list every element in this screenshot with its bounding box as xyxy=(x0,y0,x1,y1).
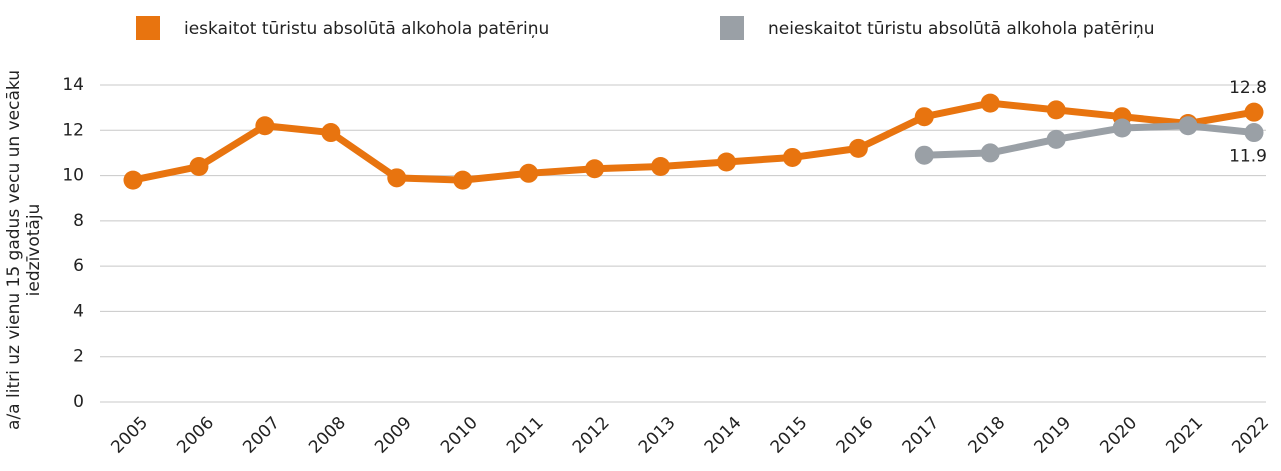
x-tick-label: 2018 xyxy=(965,413,1010,458)
y-tick-label: 2 xyxy=(73,347,84,367)
data-point xyxy=(1244,102,1264,122)
x-tick-label: 2021 xyxy=(1162,413,1207,458)
x-tick-label: 2016 xyxy=(833,413,878,458)
y-axis-label-group: a/a litri uz vienu 15 gadus vecu un vecā… xyxy=(4,70,44,430)
x-tick-label: 2011 xyxy=(503,413,548,458)
series-line xyxy=(132,99,1255,184)
x-tick-label: 2014 xyxy=(701,413,746,458)
x-tick-label: 2012 xyxy=(569,413,614,458)
series-line xyxy=(924,122,1255,159)
legend-label: neieskaitot tūristu absolūtā alkohola pa… xyxy=(768,19,1155,39)
y-tick-label: 4 xyxy=(73,301,84,321)
data-point xyxy=(387,168,407,188)
data-point xyxy=(848,138,868,158)
x-tick-label: 2006 xyxy=(173,413,218,458)
x-tick-label: 2010 xyxy=(437,413,482,458)
legend-swatch xyxy=(136,16,160,40)
x-tick-label: 2022 xyxy=(1228,413,1273,458)
y-axis-label: a/a litri uz vienu 15 gadus vecu un vecā… xyxy=(4,70,24,430)
data-label: 12.8 xyxy=(1229,78,1267,98)
y-axis-label: iedzīvotāju xyxy=(24,204,44,297)
data-point xyxy=(1046,129,1066,149)
data-point xyxy=(585,159,605,179)
data-point xyxy=(519,163,539,183)
data-point xyxy=(980,143,1000,163)
x-tick-label: 2008 xyxy=(305,413,350,458)
data-point xyxy=(980,93,1000,113)
data-point xyxy=(651,157,671,177)
data-point xyxy=(716,152,736,172)
x-tick-label: 2017 xyxy=(899,413,944,458)
legend-label: ieskaitot tūristu absolūtā alkohola patē… xyxy=(184,19,549,39)
data-point xyxy=(914,145,934,165)
legend-swatch xyxy=(720,16,744,40)
x-tick-label: 2009 xyxy=(371,413,416,458)
x-tick-label: 2013 xyxy=(635,413,680,458)
data-point xyxy=(1178,116,1198,136)
data-point xyxy=(1046,100,1066,120)
x-tick-label: 2005 xyxy=(107,413,152,458)
y-tick-label: 6 xyxy=(73,256,84,276)
x-tick-label: 2015 xyxy=(767,413,812,458)
data-point xyxy=(782,147,802,167)
x-tick-label: 2019 xyxy=(1031,413,1076,458)
data-point xyxy=(1112,118,1132,138)
x-tick-label: 2007 xyxy=(239,413,284,458)
y-tick-label: 12 xyxy=(62,120,84,140)
data-point xyxy=(321,123,341,143)
data-point xyxy=(189,157,209,177)
y-tick-label: 14 xyxy=(62,75,84,95)
data-point xyxy=(914,107,934,127)
y-tick-label: 10 xyxy=(62,166,84,186)
data-point xyxy=(1244,123,1264,143)
y-tick-label: 0 xyxy=(73,392,84,412)
y-tick-label: 8 xyxy=(73,211,84,231)
data-point xyxy=(453,170,473,190)
data-label: 11.9 xyxy=(1229,147,1267,167)
x-tick-label: 2020 xyxy=(1096,413,1141,458)
data-point xyxy=(123,170,143,190)
data-point xyxy=(255,116,275,136)
